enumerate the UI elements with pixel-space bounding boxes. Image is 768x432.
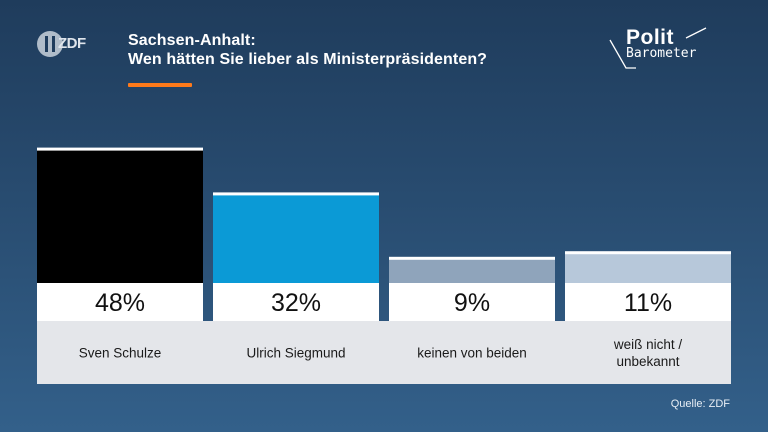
bar — [389, 257, 555, 283]
bar-top-line — [389, 256, 555, 260]
value-label: 32% — [271, 289, 321, 317]
category-label: unbekannt — [616, 354, 679, 369]
title-line-1: Sachsen-Anhalt: — [128, 32, 256, 49]
politbarometer-logo: Polit Barometer — [606, 26, 726, 74]
category-label: keinen von beiden — [417, 346, 527, 361]
value-label: 48% — [95, 289, 145, 317]
checkmark-icon — [609, 27, 707, 69]
chart-title: Sachsen-Anhalt: Wen hätten Sie lieber al… — [128, 31, 487, 69]
bar — [37, 148, 203, 283]
zdf-logo: ZDF — [36, 30, 96, 58]
title-line-2: Wen hätten Sie lieber als Ministerpräsid… — [128, 51, 488, 68]
title-accent-bar — [128, 83, 192, 87]
bar-top-line — [213, 192, 379, 196]
value-label: 9% — [454, 289, 490, 317]
label-band — [37, 321, 731, 384]
category-label: Ulrich Siegmund — [246, 346, 345, 361]
brand-line-2: Barometer — [626, 46, 697, 61]
brand-line-1: Polit — [626, 26, 674, 49]
value-box — [213, 283, 379, 321]
value-box — [565, 283, 731, 321]
category-label: Sven Schulze — [79, 346, 162, 361]
category-label: weiß nicht / — [613, 337, 683, 352]
bar-top-line — [37, 147, 203, 151]
value-box — [37, 283, 203, 321]
bar-top-line — [565, 251, 731, 255]
zdf-logo-text: ZDF — [58, 35, 86, 52]
source-note: Quelle: ZDF — [670, 398, 730, 410]
bar — [565, 252, 731, 283]
bar — [213, 193, 379, 283]
value-box — [389, 283, 555, 321]
value-label: 11% — [624, 289, 672, 317]
